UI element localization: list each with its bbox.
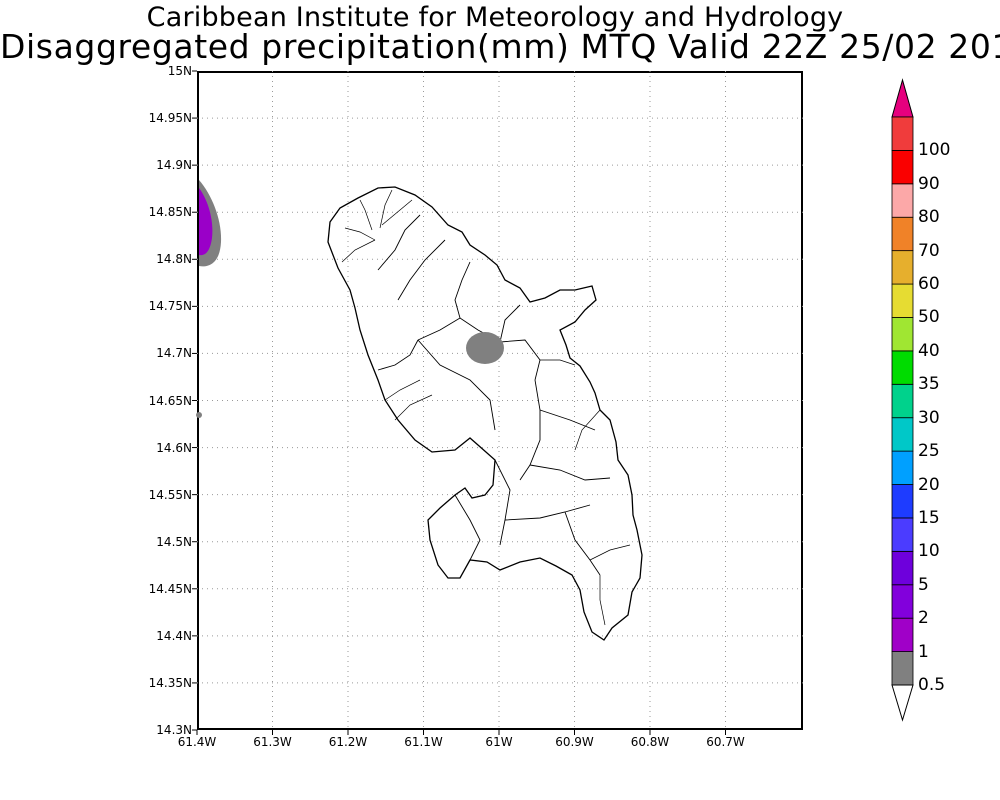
y-tick-label: 14.55N bbox=[148, 487, 192, 502]
colorbar-segment bbox=[891, 216, 914, 252]
y-tick-label: 14.3N bbox=[156, 723, 192, 737]
colorbar bbox=[891, 78, 914, 722]
colorbar-segment bbox=[891, 417, 914, 452]
y-tick-label: 14.45N bbox=[148, 581, 192, 596]
colorbar-label: 2 bbox=[918, 608, 929, 629]
y-tick-label: 14.95N bbox=[148, 111, 192, 126]
colorbar-segment bbox=[891, 250, 914, 285]
y-tick-label: 14.35N bbox=[148, 675, 192, 690]
colorbar-segment bbox=[891, 450, 914, 485]
y-tick-label: 14.7N bbox=[156, 346, 192, 361]
colorbar-segment bbox=[891, 317, 914, 352]
colorbar-segment bbox=[891, 283, 914, 318]
colorbar-label: 20 bbox=[918, 474, 940, 495]
x-tick-label: 61.2W bbox=[328, 735, 368, 749]
colorbar-bottom-arrow bbox=[891, 684, 914, 722]
colorbar-segment bbox=[891, 183, 914, 218]
colorbar-label: 25 bbox=[918, 441, 940, 462]
x-tick-label: 60.9W bbox=[555, 735, 594, 749]
precip-patch-west bbox=[196, 180, 222, 418]
colorbar-segment bbox=[891, 617, 914, 652]
colorbar-label: 80 bbox=[918, 207, 940, 228]
colorbar-segment bbox=[891, 517, 914, 552]
y-tick-label: 14.5N bbox=[156, 534, 192, 549]
colorbar-label: 10 bbox=[918, 541, 940, 562]
title-line-1: Caribbean Institute for Meteorology and … bbox=[146, 2, 844, 33]
colorbar-segment bbox=[891, 484, 914, 519]
colorbar-label: 35 bbox=[918, 374, 940, 395]
precip-patch-center bbox=[466, 332, 504, 364]
y-tick-label: 14.85N bbox=[148, 205, 192, 220]
x-tick-label: 60.8W bbox=[630, 735, 670, 749]
colorbar-segment bbox=[891, 550, 914, 586]
colorbar-segment bbox=[891, 584, 914, 619]
axis-ticks bbox=[192, 70, 726, 735]
colorbar-segment bbox=[891, 150, 914, 185]
y-tick-label: 14.6N bbox=[156, 440, 192, 455]
title-line-2: Disaggregated precipitation(mm) MTQ Vali… bbox=[0, 27, 1000, 66]
x-tick-label: 61.1W bbox=[404, 735, 443, 749]
y-tick-label: 14.75N bbox=[148, 299, 192, 314]
x-tick-label: 61.4W bbox=[177, 735, 217, 749]
colorbar-segment bbox=[891, 350, 914, 385]
colorbar-label: 70 bbox=[918, 240, 940, 261]
colorbar-label: 40 bbox=[918, 340, 940, 361]
map-gridlines bbox=[197, 71, 803, 730]
y-tick-label: 14.4N bbox=[156, 628, 192, 643]
y-tick-label: 14.8N bbox=[156, 252, 192, 267]
x-tick-label: 61.3W bbox=[253, 735, 292, 749]
colorbar-label: 90 bbox=[918, 173, 940, 194]
colorbar-label: 30 bbox=[918, 407, 940, 428]
colorbar-label: 0.5 bbox=[918, 675, 946, 695]
colorbar-label: 50 bbox=[918, 307, 940, 328]
y-tick-label: 15N bbox=[167, 64, 192, 78]
x-tick-label: 60.7W bbox=[706, 735, 745, 749]
colorbar-label: 5 bbox=[918, 574, 929, 595]
colorbar-label: 15 bbox=[918, 507, 940, 528]
colorbar-top-arrow bbox=[891, 78, 914, 118]
colorbar-label: 1 bbox=[918, 641, 929, 662]
colorbar-label: 60 bbox=[918, 274, 940, 295]
colorbar-label: 100 bbox=[918, 140, 951, 161]
colorbar-segment bbox=[891, 116, 914, 151]
y-tick-label: 14.65N bbox=[148, 393, 192, 408]
colorbar-segment bbox=[891, 383, 914, 419]
martinique-island bbox=[327, 186, 643, 641]
y-tick-label: 14.9N bbox=[156, 158, 192, 173]
colorbar-segment bbox=[891, 651, 914, 686]
x-tick-label: 61W bbox=[485, 735, 513, 749]
